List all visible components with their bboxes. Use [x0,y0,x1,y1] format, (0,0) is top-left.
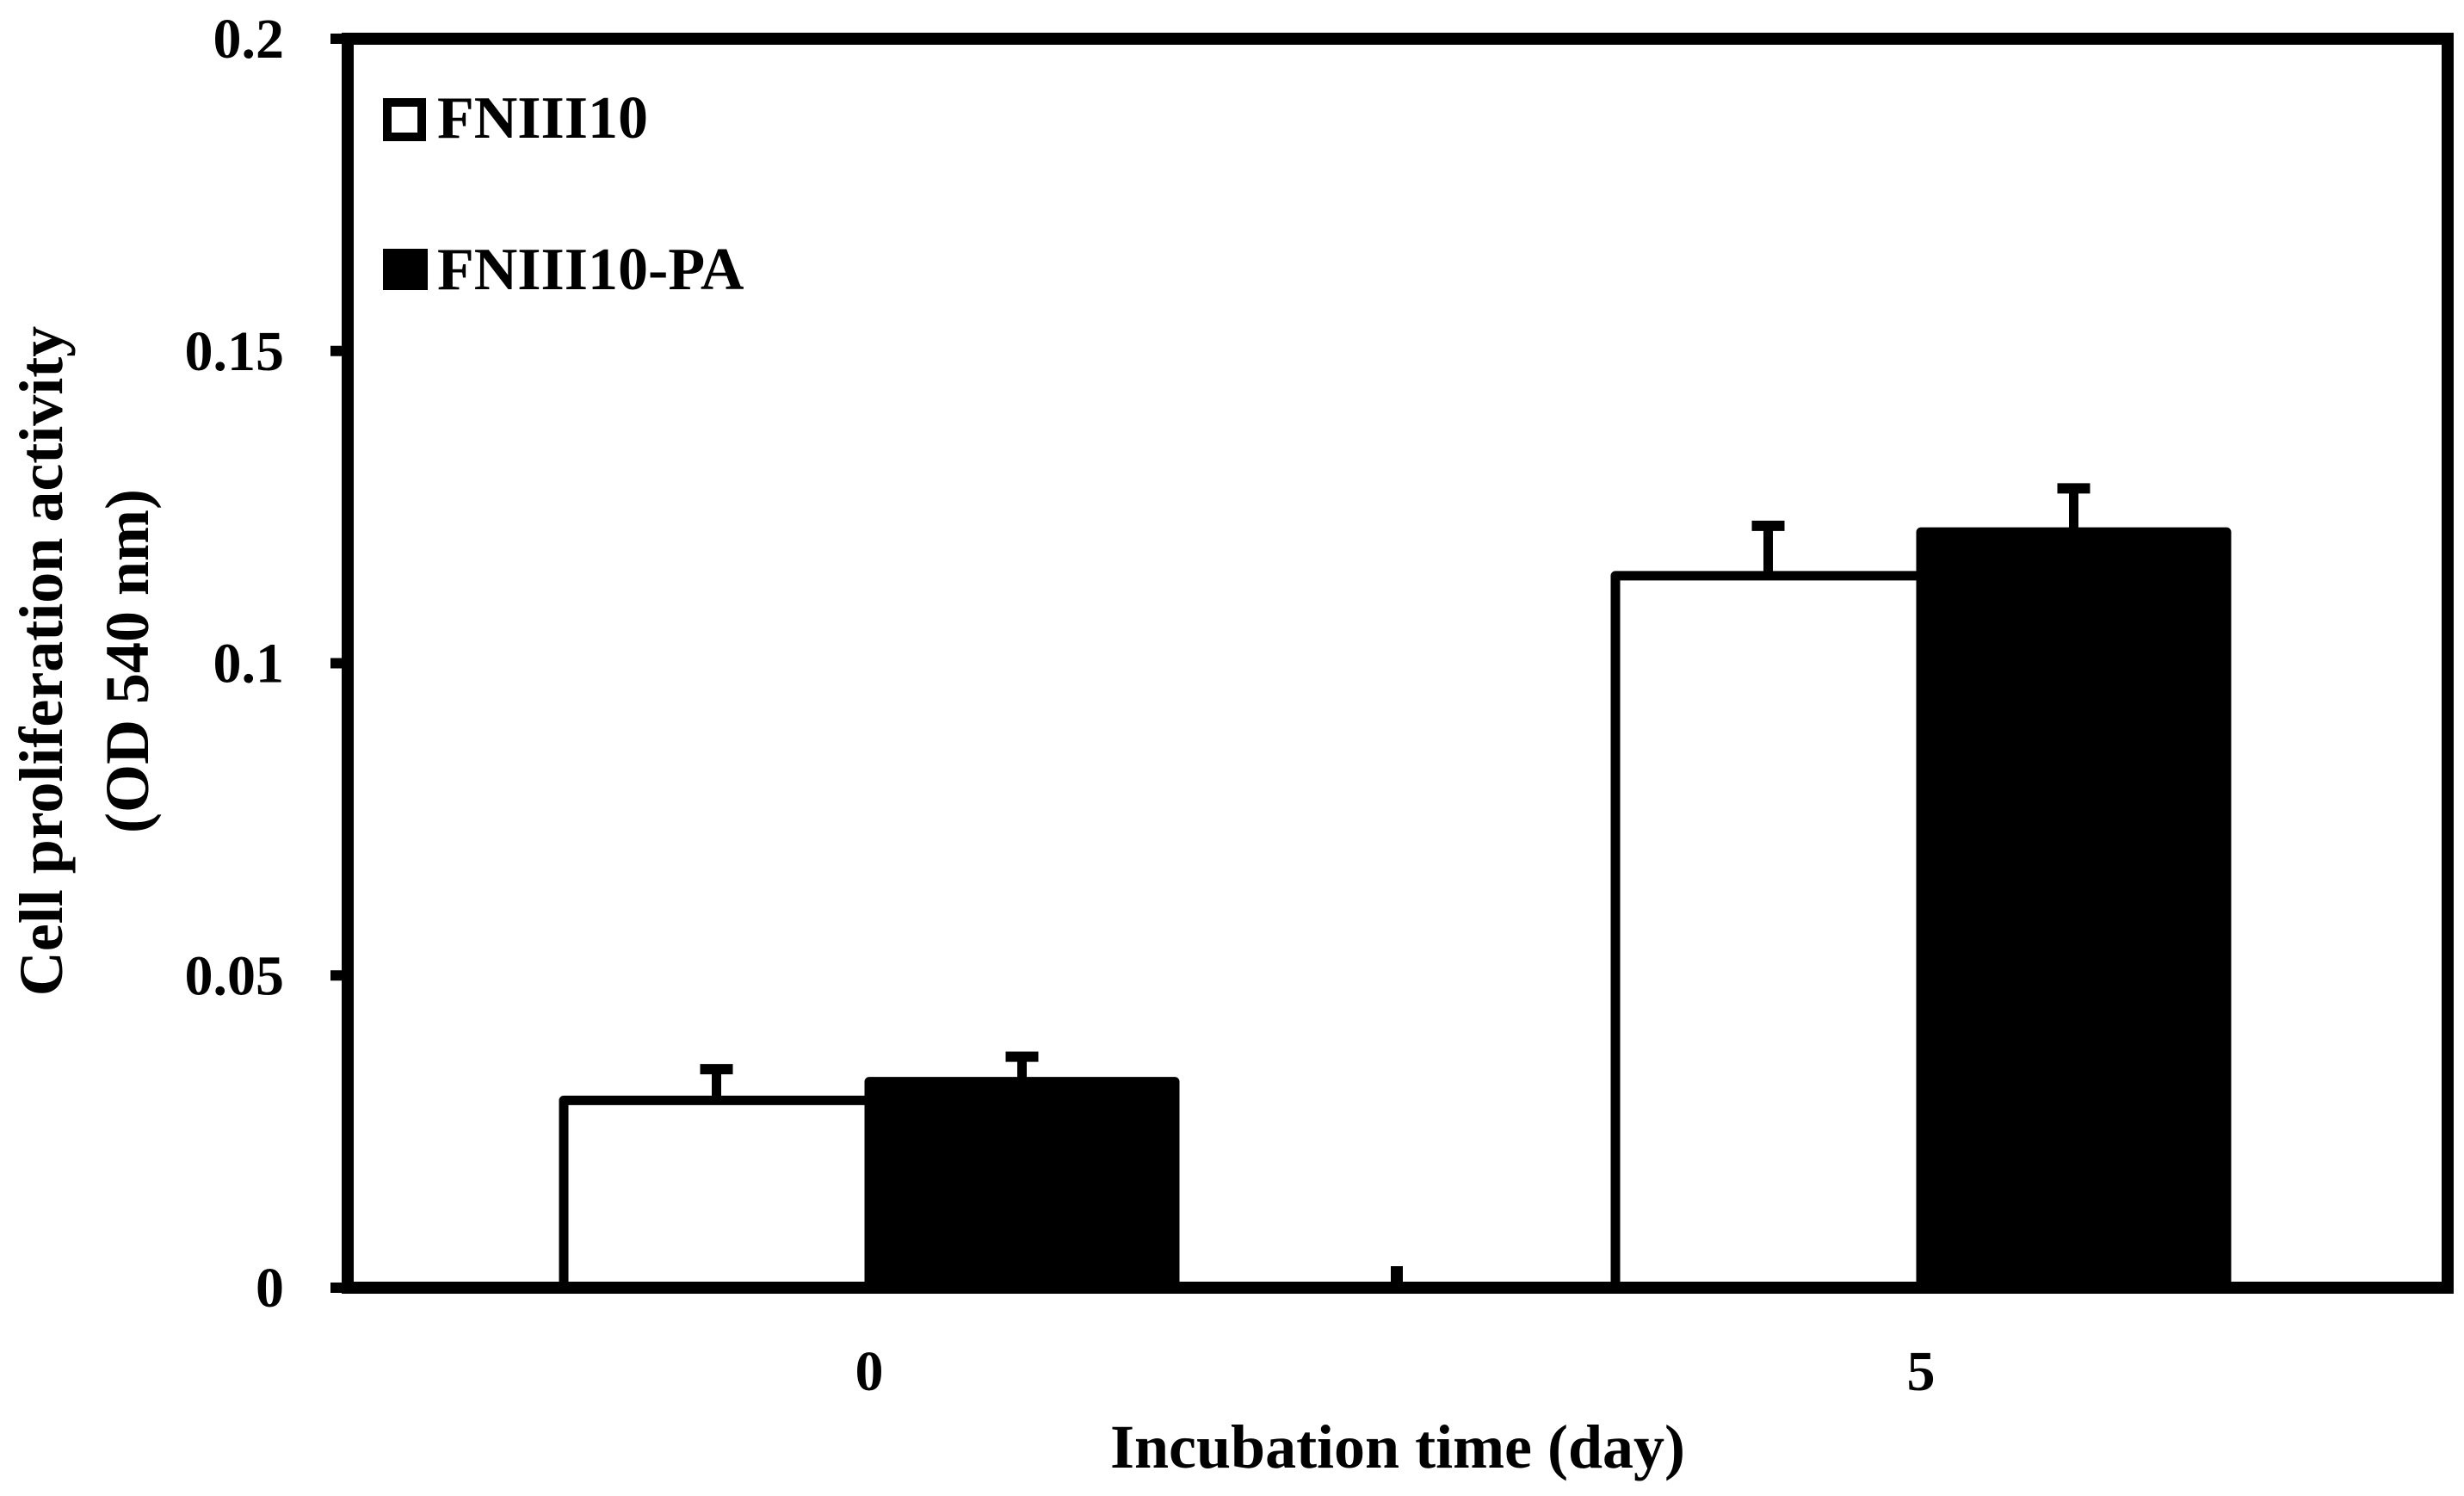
y-axis-title-line-1: Cell proliferation activity [7,326,76,997]
legend: FNIII10 FNIII10-PA [383,85,744,303]
legend-label-fniii10: FNIII10 [437,85,648,151]
y-tick-label: 0 [256,1257,284,1320]
y-tick-label: 0.1 [213,633,285,695]
y-tick-label: 0.2 [213,8,285,71]
y-tick-label: 0.15 [185,320,285,383]
y-axis-title: Cell proliferation activity (OD 540 nm) [7,326,162,997]
x-axis-title: Incubation time (day) [1110,1413,1685,1481]
y-tick-label: 0.05 [185,944,285,1007]
bar-fniii10-pa-day-5 [1916,527,2232,1293]
bar-fniii10-day-0 [559,1095,874,1293]
legend-label-fniii10-pa: FNIII10-PA [437,237,744,303]
x-tick-label: 5 [1907,1340,1936,1403]
x-tick-label: 0 [855,1340,884,1403]
y-ticks-layer: 0 0.05 0.1 0.15 0.2 [185,8,348,1320]
legend-swatch-fniii10-pa [383,249,428,290]
legend-swatch-fniii10 [383,98,426,141]
error-bars-layer [700,483,2090,1101]
bar-fniii10-pa-day-0 [864,1077,1180,1293]
y-axis-title-line-2: (OD 540 nm) [93,489,162,833]
bar-fniii10-day-5 [1610,571,1926,1293]
x-axis-center-tick [1391,1266,1403,1282]
